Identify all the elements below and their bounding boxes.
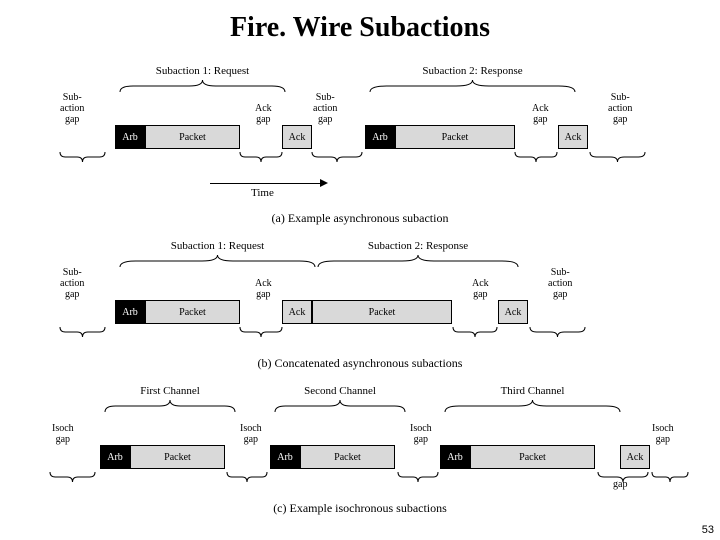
time-label: Time [251, 187, 274, 199]
section-c: First Channel Second Channel Third Chann… [30, 385, 690, 516]
gap-label: Sub-actiongap [548, 267, 572, 300]
seg-ack: Ack [498, 300, 528, 324]
under-brace [227, 469, 267, 487]
under-brace [312, 149, 362, 167]
under-brace [60, 324, 105, 342]
seg-ack: Ack [620, 445, 650, 469]
seg-ack: Ack [282, 300, 312, 324]
seg-arb: Arb [440, 445, 470, 469]
seg-arb: Arb [115, 125, 145, 149]
seg-arb: Arb [270, 445, 300, 469]
page-number: 53 [702, 524, 714, 536]
seg-arb: Arb [115, 300, 145, 324]
seg-packet: Packet [130, 445, 225, 469]
gap-label: gap [613, 479, 627, 490]
gap-label: Sub-actiongap [313, 92, 337, 125]
gap-label: Ackgap [255, 103, 272, 125]
top-brace-label: Subaction 1: Request [120, 240, 315, 252]
gap-label: Isochgap [240, 423, 262, 445]
under-brace [50, 469, 95, 487]
gap-label: Ackgap [255, 278, 272, 300]
gap-label: Sub-actiongap [60, 92, 84, 125]
seg-ack: Ack [282, 125, 312, 149]
timing-bar: ArbPacketAckPacketAck [30, 300, 690, 324]
section-b: Subaction 1: Request Subaction 2: Respon… [30, 240, 690, 371]
gap-label: Isochgap [52, 423, 74, 445]
under-brace [240, 149, 282, 167]
seg-packet: Packet [470, 445, 595, 469]
gap-label: Ackgap [532, 103, 549, 125]
under-brace [590, 149, 645, 167]
timing-bar: ArbPacketAckArbPacketAck [30, 125, 690, 149]
top-brace-label: Second Channel [275, 385, 405, 397]
gap-label: Sub-actiongap [60, 267, 84, 300]
timing-bar: ArbPacketArbPacketArbPacketAck [30, 445, 690, 469]
page-title: Fire. Wire Subactions [0, 0, 720, 44]
section-a: Subaction 1: Request Subaction 2: Respon… [30, 65, 690, 226]
top-brace-label: First Channel [105, 385, 235, 397]
caption: (a) Example asynchronous subaction [30, 211, 690, 226]
gap-label: Isochgap [652, 423, 674, 445]
gap-label: Ackgap [472, 278, 489, 300]
under-brace [453, 324, 497, 342]
seg-packet: Packet [145, 125, 240, 149]
caption: (c) Example isochronous subactions [30, 501, 690, 516]
under-brace [60, 149, 105, 167]
top-brace-label: Subaction 2: Response [318, 240, 518, 252]
under-brace [240, 324, 282, 342]
caption: (b) Concatenated asynchronous subactions [30, 356, 690, 371]
gap-label: Isochgap [410, 423, 432, 445]
under-brace [398, 469, 438, 487]
seg-packet: Packet [300, 445, 395, 469]
seg-arb: Arb [365, 125, 395, 149]
time-arrow: Time [30, 177, 690, 201]
under-brace [530, 324, 585, 342]
top-brace-label: Third Channel [445, 385, 620, 397]
diagram-area: Subaction 1: Request Subaction 2: Respon… [30, 65, 690, 530]
under-brace [515, 149, 557, 167]
top-brace-label: Subaction 1: Request [120, 65, 285, 77]
top-brace-label: Subaction 2: Response [370, 65, 575, 77]
seg-packet: Packet [145, 300, 240, 324]
seg-packet: Packet [395, 125, 515, 149]
seg-arb: Arb [100, 445, 130, 469]
seg-ack: Ack [558, 125, 588, 149]
seg-packet: Packet [312, 300, 452, 324]
under-brace [652, 469, 688, 487]
gap-label: Sub-actiongap [608, 92, 632, 125]
